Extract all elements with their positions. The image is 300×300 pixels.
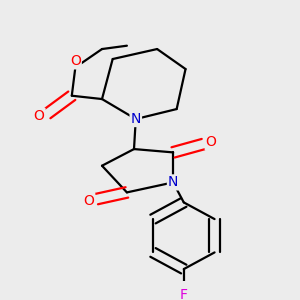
Text: F: F <box>180 288 188 300</box>
Text: O: O <box>70 54 81 68</box>
Text: O: O <box>206 135 217 149</box>
Text: O: O <box>34 109 44 123</box>
Text: O: O <box>83 194 94 208</box>
Text: N: N <box>130 112 141 126</box>
Text: N: N <box>168 176 178 189</box>
